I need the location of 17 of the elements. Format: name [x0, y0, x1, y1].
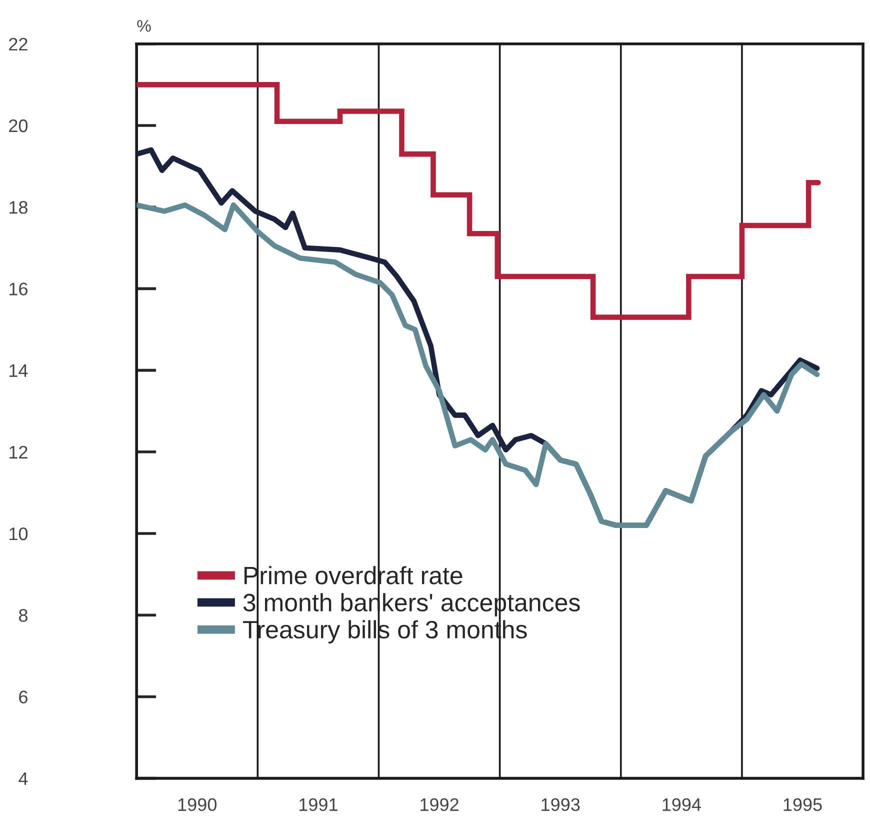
y-axis-title: %	[137, 20, 151, 32]
x-tick-label: 1991	[300, 798, 338, 812]
y-tick-label: 14	[10, 364, 28, 377]
y-tick-label: 20	[9, 119, 28, 132]
y-tick-label: 18	[10, 201, 28, 214]
x-tick-label: 1995	[784, 798, 822, 812]
y-tick-label: 4	[18, 772, 28, 785]
y-tick-label: 8	[19, 609, 28, 622]
y-tick-label: 16	[10, 282, 28, 296]
x-tick-label: 1990	[178, 798, 217, 812]
x-tick-label: 1994	[662, 798, 701, 812]
y-tick-label: 12	[10, 446, 28, 458]
y-tick-label: 10	[10, 527, 28, 540]
y-tick-label: 6	[19, 690, 28, 704]
y-tick-label: 22	[9, 38, 28, 50]
x-tick-label: 1992	[420, 798, 458, 812]
x-tick-label: 1993	[542, 798, 580, 812]
